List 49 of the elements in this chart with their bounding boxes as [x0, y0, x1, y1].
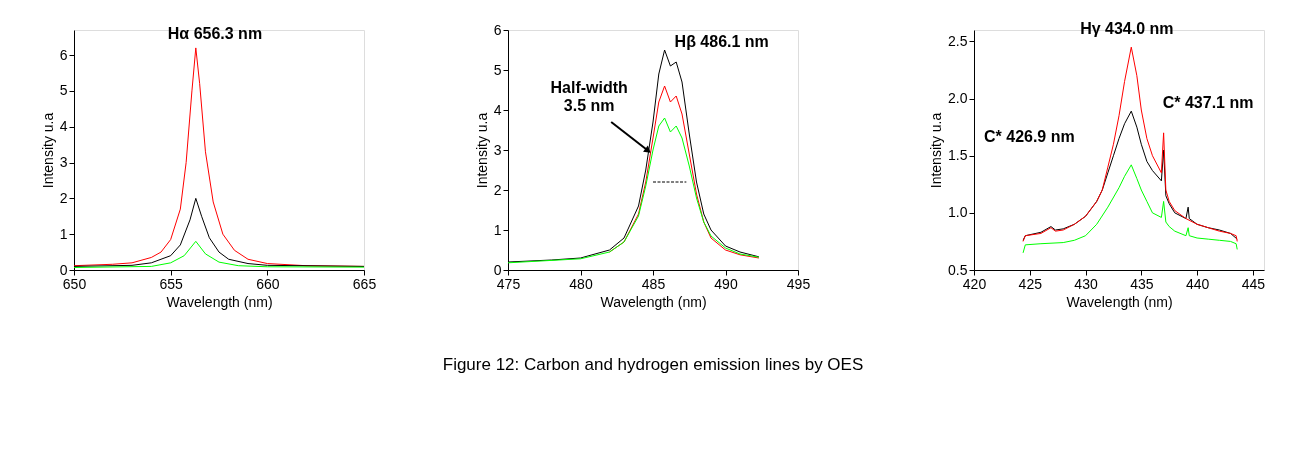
x-tick-label: 665	[352, 275, 377, 292]
y-tick-label: 0	[493, 261, 502, 278]
line-series	[1022, 164, 1238, 254]
y-axis-title: Intensity u.a	[39, 112, 56, 189]
y-tick-label: 0	[59, 261, 68, 278]
y-tick-label: 2	[493, 181, 502, 198]
y-tick-label: 5	[59, 82, 68, 99]
annotation: C* 437.1 nm	[1162, 93, 1254, 111]
caption: Figure 12: Carbon and hydrogen emission lines by OES	[442, 355, 864, 374]
x-tick-label: 650	[62, 275, 87, 292]
x-tick-label: 475	[496, 275, 521, 292]
x-axis-title: Wavelength (nm)	[166, 293, 273, 310]
x-tick-label: 445	[1241, 275, 1266, 292]
annotation: Half-width 3.5 nm	[550, 79, 628, 114]
y-tick-label: 6	[493, 21, 502, 38]
x-tick-label: 440	[1185, 275, 1210, 292]
y-tick-label: 5	[493, 61, 502, 78]
y-axis-title: Intensity u.a	[473, 112, 490, 189]
x-tick-label: 435	[1130, 275, 1154, 292]
y-axis-title: Intensity u.a	[928, 112, 945, 189]
annotation: Hα 656.3 nm	[167, 24, 263, 42]
y-tick-label: 0.5	[948, 261, 968, 278]
y-tick-label: 4	[59, 118, 68, 135]
x-axis-title: Wavelength (nm)	[1066, 293, 1173, 310]
x-tick-label: 430	[1074, 275, 1098, 292]
y-tick-label: 2.5	[948, 32, 968, 49]
x-tick-label: 480	[569, 275, 593, 292]
annotation: Hγ 434.0 nm	[1080, 20, 1174, 38]
y-tick-label: 1	[59, 225, 68, 242]
y-tick-label: 1.5	[948, 147, 968, 164]
x-tick-label: 660	[256, 275, 280, 292]
y-tick-label: 3	[493, 141, 502, 158]
y-tick-label: 3	[59, 154, 68, 171]
x-tick-label: 655	[159, 275, 184, 292]
x-tick-label: 420	[962, 275, 987, 292]
x-tick-label: 495	[786, 275, 811, 292]
y-tick-label: 1.0	[948, 204, 968, 221]
line-series	[508, 117, 760, 264]
y-tick-label: 4	[493, 101, 502, 118]
y-tick-label: 6	[59, 46, 68, 63]
x-tick-label: 485	[641, 275, 666, 292]
x-axis-title: Wavelength (nm)	[600, 293, 707, 310]
y-tick-label: 1	[493, 221, 502, 238]
y-tick-label: 2	[59, 189, 68, 206]
annotation: Hβ 486.1 nm	[674, 33, 769, 50]
y-tick-label: 2.0	[948, 90, 968, 107]
x-tick-label: 425	[1018, 275, 1043, 292]
annotation: C* 426.9 nm	[984, 127, 1075, 145]
x-tick-label: 490	[714, 275, 738, 292]
